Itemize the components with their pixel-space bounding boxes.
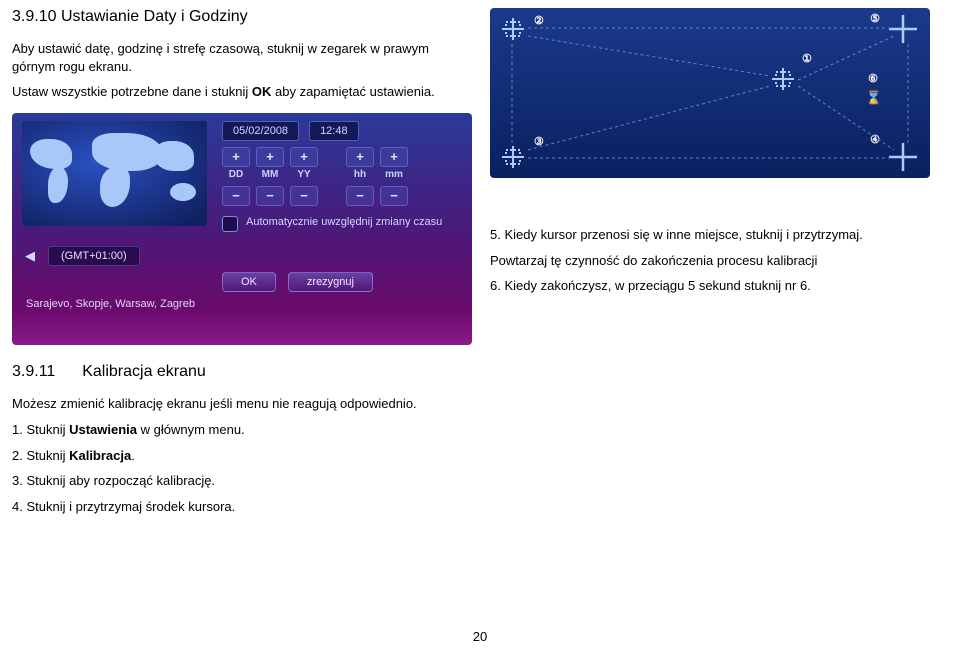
spin-dn-hh[interactable]: −: [346, 186, 374, 206]
gmt-row: ◀ (GMT+01:00): [22, 246, 462, 266]
spin-up-mm2[interactable]: +: [380, 147, 408, 167]
datetime-panel: 05/02/2008 12:48 + + + + + DD MM YY hh m…: [12, 113, 472, 345]
date-box[interactable]: 05/02/2008: [222, 121, 299, 141]
calib-guides: [490, 8, 930, 178]
num-5: ⑤: [870, 12, 880, 25]
lbl-hh: hh: [346, 169, 374, 180]
chevron-left-icon[interactable]: ◀: [22, 248, 38, 264]
left-column: 3.9.10 Ustawianie Daty i Godziny Aby ust…: [12, 8, 472, 522]
p2b: OK: [252, 84, 272, 99]
p2c: aby zapamiętać ustawienia.: [271, 84, 434, 99]
cross-4-icon: [888, 142, 918, 172]
spin-up-mm[interactable]: +: [256, 147, 284, 167]
spin-dn-mm2[interactable]: −: [380, 186, 408, 206]
cross-5-icon: [888, 14, 918, 44]
lbl-mm: MM: [256, 169, 284, 180]
spin-dn-yy[interactable]: −: [290, 186, 318, 206]
page: 3.9.10 Ustawianie Daty i Godziny Aby ust…: [0, 0, 960, 650]
dst-checkbox[interactable]: [222, 216, 238, 232]
s2-i4: 4. Stuknij i przytrzymaj środek kursora.: [12, 497, 472, 517]
section2-title-text: Kalibracja ekranu: [82, 363, 206, 380]
section-title-text: Ustawianie Daty i Godziny: [61, 8, 248, 25]
s2-i3: 3. Stuknij aby rozpocząć kalibrację.: [12, 471, 472, 491]
panel-button-row: OK zrezygnuj: [22, 272, 462, 292]
cities-label: Sarajevo, Skopje, Warsaw, Zagreb: [22, 298, 462, 310]
world-map[interactable]: [22, 121, 207, 226]
lbl-yy: YY: [290, 169, 318, 180]
cross-1-icon: [770, 66, 796, 92]
s2-intro: Możesz zmienić kalibrację ekranu jeśli m…: [12, 395, 472, 413]
num-3: ③: [534, 135, 544, 148]
p1: Aby ustawić datę, godzinę i strefę czaso…: [12, 40, 472, 75]
r-l2: Powtarzaj tę czynność do zakończenia pro…: [490, 252, 940, 270]
cross-3-icon: [500, 144, 526, 170]
spin-up-dd[interactable]: +: [222, 147, 250, 167]
hourglass-icon: ⌛: [866, 90, 882, 106]
ok-button[interactable]: OK: [222, 272, 276, 292]
num-2: ②: [534, 14, 544, 27]
section-title-2: 3.9.11 Kalibracja ekranu: [12, 363, 472, 381]
lbl-mm2: mm: [380, 169, 408, 180]
gmt-box[interactable]: (GMT+01:00): [48, 246, 140, 266]
s2-i2: 2. Stuknij Kalibracja.: [12, 446, 472, 466]
cancel-button[interactable]: zrezygnuj: [288, 272, 373, 292]
right-column: ② ⑤ ① ⑥ ⌛ ③ ④: [490, 8, 940, 303]
spin-dn-mm[interactable]: −: [256, 186, 284, 206]
section-title-1: 3.9.10 Ustawianie Daty i Godziny: [12, 8, 472, 26]
p2: Ustaw wszystkie potrzebne dane i stuknij…: [12, 83, 472, 101]
p2a: Ustaw wszystkie potrzebne dane i stuknij: [12, 84, 252, 99]
spin-up-yy[interactable]: +: [290, 147, 318, 167]
spin-dn-dd[interactable]: −: [222, 186, 250, 206]
spin-up-hh[interactable]: +: [346, 147, 374, 167]
page-number: 20: [473, 629, 487, 644]
calibration-diagram: ② ⑤ ① ⑥ ⌛ ③ ④: [490, 8, 930, 178]
dst-label: Automatycznie uwzględnij zmiany czasu: [246, 216, 442, 230]
cross-2-icon: [500, 16, 526, 42]
section2-number: 3.9.11: [12, 363, 55, 380]
section-number: 3.9.10: [12, 8, 56, 25]
num-6: ⑥: [868, 72, 878, 85]
r-l3: 6. Kiedy zakończysz, w przeciągu 5 sekun…: [490, 277, 940, 295]
lbl-dd: DD: [222, 169, 250, 180]
num-1: ①: [802, 52, 812, 65]
num-4: ④: [870, 133, 880, 146]
s2-i1: 1. Stuknij Ustawienia w głównym menu.: [12, 420, 472, 440]
r-l1: 5. Kiedy kursor przenosi się w inne miej…: [490, 226, 940, 244]
time-box[interactable]: 12:48: [309, 121, 359, 141]
